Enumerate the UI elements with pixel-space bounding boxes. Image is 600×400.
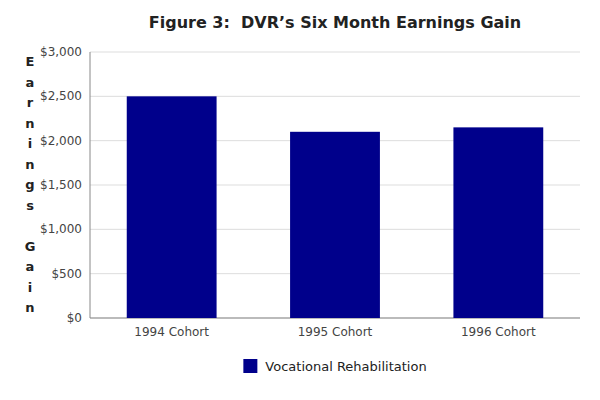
x-tick-label: 1995 Cohort xyxy=(298,325,373,339)
title: Figure 3: DVR’s Six Month Earnings Gain xyxy=(149,13,521,32)
y-axis-line xyxy=(90,52,91,318)
grid-line xyxy=(90,52,580,53)
y-axis-label-char: n xyxy=(25,157,34,172)
legend-swatch xyxy=(243,359,257,373)
bar xyxy=(127,96,217,318)
y-axis-label-char: a xyxy=(26,259,35,274)
y-axis-label-char: a xyxy=(26,75,35,90)
bar xyxy=(290,132,380,318)
grid xyxy=(90,52,580,318)
y-tick-label: $1,000 xyxy=(40,222,82,236)
y-tick-label: $0 xyxy=(67,311,82,325)
x-tick-label: 1994 Cohort xyxy=(134,325,209,339)
y-axis-label-char xyxy=(28,218,33,233)
y-axis-label-char: n xyxy=(25,116,34,131)
bars xyxy=(127,96,544,318)
chart: Figure 3: DVR’s Six Month Earnings Gain $… xyxy=(0,0,600,400)
x-tick-label: 1996 Cohort xyxy=(461,325,536,339)
legend: Vocational Rehabilitation xyxy=(243,359,426,374)
y-axis-label-char: r xyxy=(27,95,34,110)
bar xyxy=(453,127,543,318)
y-tick-label: $500 xyxy=(51,267,82,281)
y-axis-label: Earnings Gain xyxy=(25,54,36,315)
y-tick-label: $3,000 xyxy=(40,45,82,59)
y-axis-label-char: G xyxy=(25,239,36,254)
y-axis-label-char: g xyxy=(25,177,34,192)
legend-label: Vocational Rehabilitation xyxy=(265,359,426,374)
y-axis-label-char: i xyxy=(28,280,32,295)
y-tick-label: $1,500 xyxy=(40,178,82,192)
y-axis-label-char: s xyxy=(26,198,34,213)
y-axis-label-char: E xyxy=(26,54,35,69)
y-tick-label: $2,000 xyxy=(40,134,82,148)
y-axis-label-char: i xyxy=(28,136,32,151)
y-tick-label: $2,500 xyxy=(40,89,82,103)
y-axis-label-char: n xyxy=(25,300,34,315)
